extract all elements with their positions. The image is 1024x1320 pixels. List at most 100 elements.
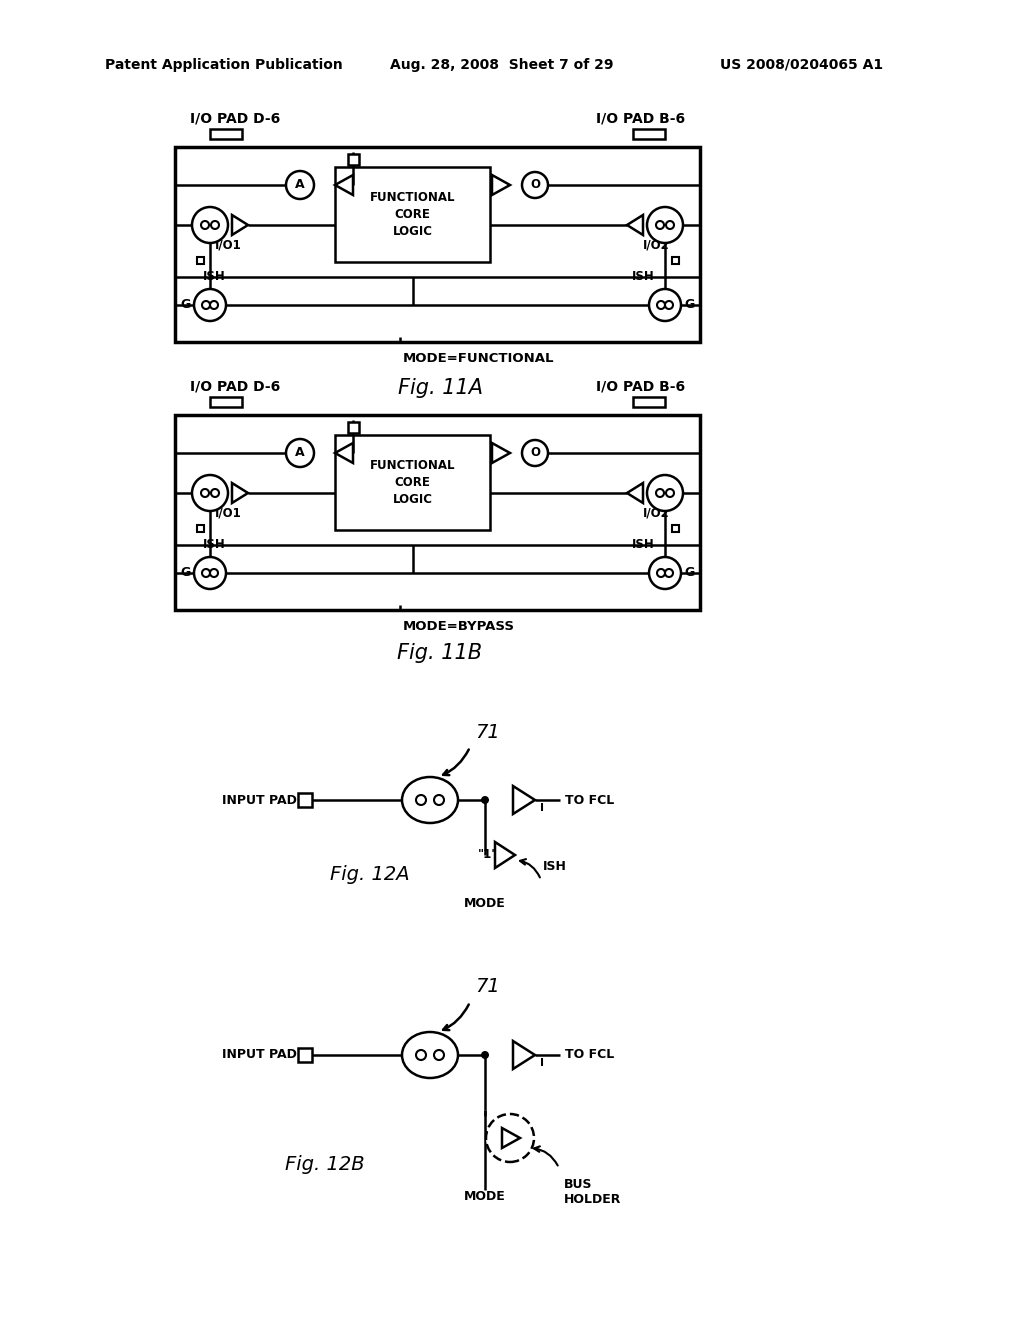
Text: Fig. 11B: Fig. 11B <box>397 643 482 663</box>
Bar <box>210 397 242 407</box>
Circle shape <box>434 1049 444 1060</box>
Circle shape <box>210 301 218 309</box>
Circle shape <box>416 1049 426 1060</box>
Text: "1": "1" <box>478 849 499 862</box>
Text: TO FCL: TO FCL <box>565 793 614 807</box>
Text: I: I <box>540 803 544 813</box>
Circle shape <box>211 488 219 498</box>
Text: I/O PAD B-6: I/O PAD B-6 <box>596 111 685 125</box>
Polygon shape <box>232 215 248 235</box>
Polygon shape <box>335 176 353 195</box>
Text: G: G <box>180 298 190 312</box>
Text: INPUT PAD: INPUT PAD <box>222 1048 297 1061</box>
Text: I/O PAD B-6: I/O PAD B-6 <box>596 379 685 393</box>
Text: I/O PAD D-6: I/O PAD D-6 <box>190 379 281 393</box>
Polygon shape <box>232 483 248 503</box>
Text: G: G <box>685 566 695 579</box>
Polygon shape <box>513 1041 535 1069</box>
Text: MODE=FUNCTIONAL: MODE=FUNCTIONAL <box>402 352 554 366</box>
Circle shape <box>193 475 228 511</box>
Circle shape <box>481 1051 489 1059</box>
Text: I/O2: I/O2 <box>643 238 670 251</box>
Circle shape <box>657 301 665 309</box>
Text: I/O1: I/O1 <box>215 238 242 251</box>
Text: ISH: ISH <box>543 861 567 873</box>
Circle shape <box>649 289 681 321</box>
Bar <box>298 1048 312 1063</box>
Circle shape <box>649 557 681 589</box>
Bar <box>298 793 312 807</box>
Circle shape <box>201 220 209 228</box>
Text: MODE: MODE <box>464 898 506 909</box>
Circle shape <box>210 569 218 577</box>
Bar <box>210 129 242 139</box>
Bar <box>347 421 358 433</box>
Text: Fig. 12A: Fig. 12A <box>330 865 410 884</box>
Text: I/O PAD D-6: I/O PAD D-6 <box>190 111 281 125</box>
Text: ISH: ISH <box>203 271 225 282</box>
Circle shape <box>657 569 665 577</box>
Polygon shape <box>492 176 510 195</box>
Text: I/O2: I/O2 <box>643 506 670 519</box>
Circle shape <box>202 301 210 309</box>
Bar <box>672 256 679 264</box>
Text: ISH: ISH <box>203 539 225 550</box>
Circle shape <box>647 475 683 511</box>
Text: Aug. 28, 2008  Sheet 7 of 29: Aug. 28, 2008 Sheet 7 of 29 <box>390 58 613 73</box>
Circle shape <box>665 569 673 577</box>
Text: Patent Application Publication: Patent Application Publication <box>105 58 343 73</box>
Circle shape <box>416 795 426 805</box>
Bar <box>347 153 358 165</box>
Circle shape <box>665 301 673 309</box>
Circle shape <box>286 172 314 199</box>
Circle shape <box>202 569 210 577</box>
Text: Fig. 11A: Fig. 11A <box>397 378 482 399</box>
Bar <box>672 524 679 532</box>
Circle shape <box>481 796 489 804</box>
Text: FUNCTIONAL
CORE
LOGIC: FUNCTIONAL CORE LOGIC <box>370 191 456 238</box>
Polygon shape <box>627 215 643 235</box>
Polygon shape <box>627 483 643 503</box>
Circle shape <box>434 795 444 805</box>
Circle shape <box>522 172 548 198</box>
Text: I/O1: I/O1 <box>215 506 242 519</box>
Text: G: G <box>685 298 695 312</box>
Text: I: I <box>540 1059 544 1068</box>
Polygon shape <box>495 842 515 869</box>
Polygon shape <box>335 444 353 463</box>
Bar <box>633 397 665 407</box>
Circle shape <box>666 220 674 228</box>
Text: MODE=BYPASS: MODE=BYPASS <box>402 620 514 634</box>
Circle shape <box>522 440 548 466</box>
Text: FUNCTIONAL
CORE
LOGIC: FUNCTIONAL CORE LOGIC <box>370 459 456 506</box>
Text: ISH: ISH <box>632 539 655 550</box>
Text: 71: 71 <box>475 722 500 742</box>
Text: A: A <box>295 178 305 191</box>
Text: TO FCL: TO FCL <box>565 1048 614 1061</box>
Text: 71: 71 <box>475 978 500 997</box>
Circle shape <box>486 1114 534 1162</box>
Text: US 2008/0204065 A1: US 2008/0204065 A1 <box>720 58 883 73</box>
Text: Fig. 12B: Fig. 12B <box>285 1155 365 1173</box>
Circle shape <box>656 220 664 228</box>
Circle shape <box>194 289 226 321</box>
Polygon shape <box>513 785 535 814</box>
Polygon shape <box>492 444 510 463</box>
Text: A: A <box>295 446 305 459</box>
Bar <box>633 129 665 139</box>
Text: O: O <box>530 446 540 459</box>
Circle shape <box>201 488 209 498</box>
Circle shape <box>211 220 219 228</box>
Circle shape <box>647 207 683 243</box>
Circle shape <box>656 488 664 498</box>
Text: O: O <box>530 178 540 191</box>
Bar <box>197 524 204 532</box>
Circle shape <box>193 207 228 243</box>
Circle shape <box>286 440 314 467</box>
Text: G: G <box>180 566 190 579</box>
Text: BUS
HOLDER: BUS HOLDER <box>564 1177 622 1206</box>
Bar <box>197 256 204 264</box>
Text: MODE: MODE <box>464 1191 506 1203</box>
Ellipse shape <box>402 777 458 822</box>
Ellipse shape <box>402 1032 458 1078</box>
